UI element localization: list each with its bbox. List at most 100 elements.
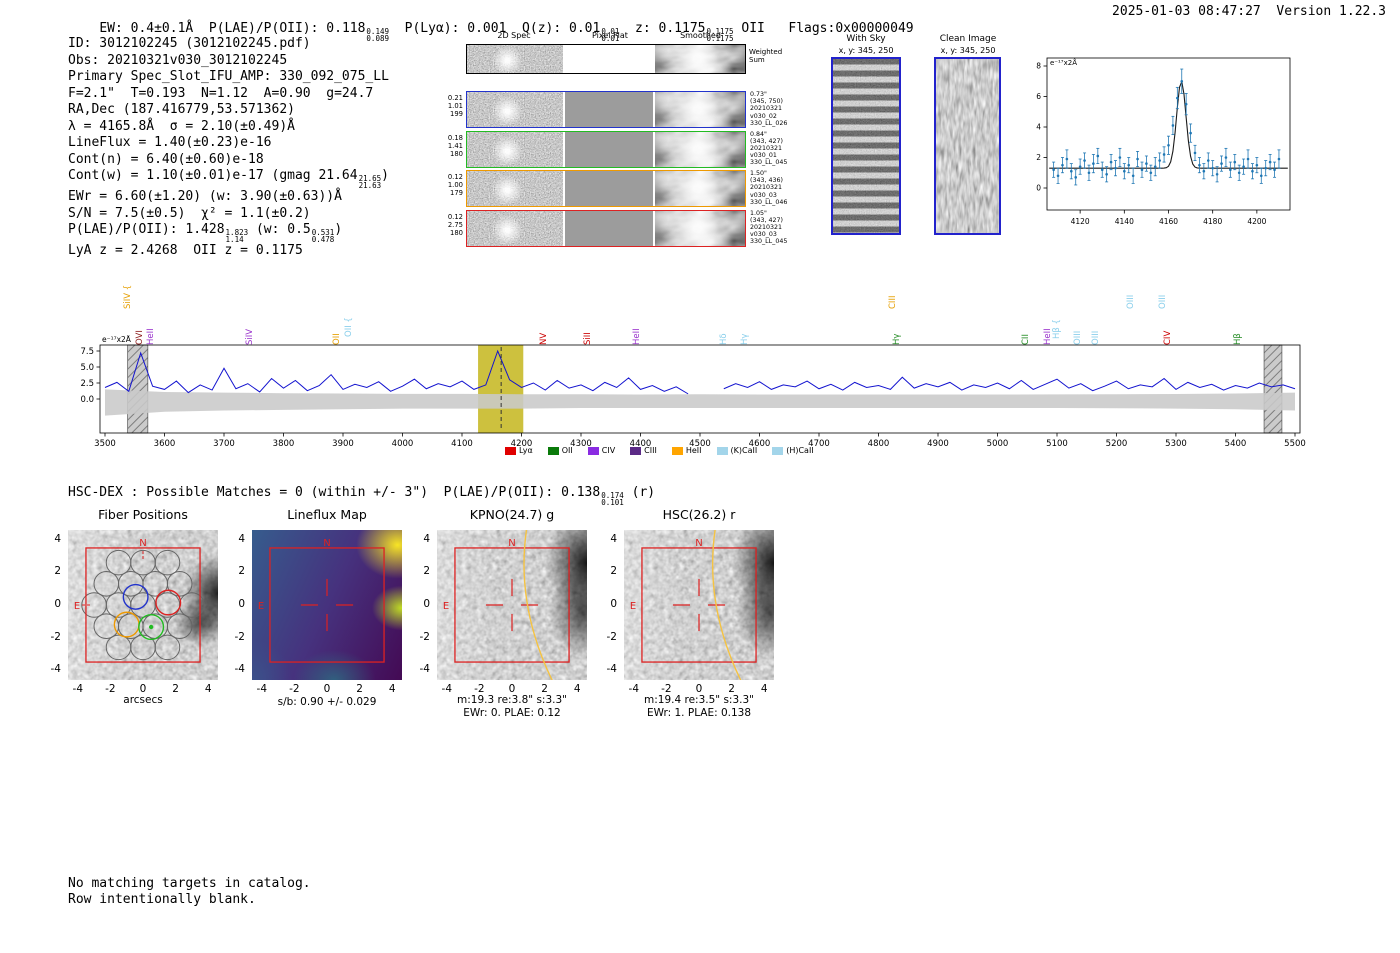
x-tick-label: 4400	[630, 439, 652, 449]
x-tick-label: 4200	[511, 439, 533, 449]
cutout-y-tick-label: 0	[610, 598, 617, 610]
cutout-y-tick-label: -4	[234, 663, 245, 676]
selected-fiber-circle	[155, 589, 182, 616]
fiber-2d-strip	[466, 130, 746, 168]
fiber-smoothed-image	[655, 171, 745, 206]
data-point	[1131, 174, 1135, 178]
fiber-pixel-flat-image	[565, 131, 653, 167]
x-tick-label: 4180	[1203, 217, 1222, 226]
cutout-title-kpno-g: KPNO(24.7) g	[469, 507, 555, 522]
fiber-row: 0.21 1.01 199 0.73" (345, 750) 20210321 v…	[443, 91, 808, 128]
catalog-object-arc	[523, 530, 553, 680]
legend-label: CIV	[601, 446, 616, 455]
cutout-y-tick-label: 4	[423, 532, 430, 545]
legend-label: OII	[561, 446, 573, 455]
cutout-y-tick-label: -2	[606, 630, 617, 643]
legend-swatch	[671, 446, 683, 455]
fiber-row: 0.18 1.41 180 0.84" (343, 427) 20210321 v…	[443, 130, 808, 168]
data-point	[1180, 79, 1184, 83]
cutout-y-tick-label: -4	[606, 663, 617, 676]
y-tick-label: 2	[1036, 153, 1041, 162]
galaxy-dark-region	[437, 530, 587, 680]
fiber-row-info: 0.73" (345, 750) 20210321 v030_02 330_LL…	[750, 91, 788, 127]
data-point	[1251, 169, 1254, 173]
clean-image-title: Clean Image	[939, 34, 997, 44]
plae-uncertainty: 0.149 0.089	[366, 26, 389, 43]
fiber-row-weights: 0.18 1.41 180	[447, 133, 463, 158]
x-tick-label: 5500	[1284, 439, 1306, 449]
with-sky-coords: x, y: 345, 250	[838, 46, 894, 55]
fiber-positions-image	[68, 530, 218, 680]
emission-spot	[655, 131, 745, 167]
info-lineflux: LineFlux = 1.40(±0.23)e-16	[68, 135, 272, 150]
data-point	[1127, 163, 1131, 167]
weighted-2d-spec-image	[467, 45, 563, 73]
cutout-y-tick-label: 0	[238, 598, 245, 610]
fiber-row: 0.12 1.00 179 1.50" (343, 436) 20210321 v…	[443, 170, 808, 207]
north-label: N	[323, 538, 330, 549]
y-tick-label: 0.0	[80, 395, 94, 405]
fiber-circle	[166, 571, 193, 597]
z-uncertainty: 0.1175 0.1175	[706, 26, 734, 43]
lineflux-map-overlay: NE	[258, 538, 385, 663]
data-point	[1052, 168, 1055, 171]
data-point	[1215, 172, 1219, 176]
footer-blank-row: Row intentionally blank.	[68, 892, 256, 907]
legend-item: CIII	[630, 446, 657, 455]
report-version: Version 1.22.3	[1276, 4, 1386, 19]
hsc-r-image	[624, 530, 774, 680]
emission-spot	[655, 171, 745, 206]
east-label: E	[443, 601, 449, 612]
info-radec: RA,Dec (187.416779,53.571362)	[68, 102, 295, 117]
fiber-row-info: 1.50" (343, 436) 20210321 v030_03 330_LL…	[750, 170, 788, 206]
info-cont-n: Cont(n) = 6.40(±0.60)e-18	[68, 151, 264, 167]
east-label: E	[630, 601, 636, 612]
data-point	[1268, 160, 1272, 164]
legend-item: HeII	[671, 446, 702, 455]
x-tick-label: 3600	[154, 439, 176, 449]
fiber-smoothed-image	[655, 131, 745, 167]
cutout-x-tick-label: 4	[388, 683, 396, 695]
fiber-2d-spec-image	[467, 210, 563, 246]
weighted-sum-strip	[466, 44, 746, 74]
data-point	[1206, 159, 1210, 162]
fiber-circle	[93, 571, 120, 597]
data-point	[1087, 171, 1091, 175]
data-point	[1109, 160, 1113, 164]
data-point	[1277, 157, 1281, 161]
data-point	[1184, 102, 1188, 106]
emission-spot	[655, 92, 745, 127]
data-point	[1083, 159, 1086, 162]
legend-swatch	[716, 446, 728, 455]
data-point	[1065, 157, 1069, 161]
edge-masked-band	[127, 344, 149, 434]
header-ew-plae: EW: 0.4±0.1Å P(LAE)/P(OII): 0.118	[99, 20, 366, 36]
emission-spot	[467, 171, 563, 206]
with-sky-image	[831, 57, 901, 235]
spectrum-legend: Lyα OII CIV CIII HeII (K)CaII (H)CaII	[505, 446, 814, 455]
column-header-pixel-flat: Pixel Flat	[592, 31, 628, 40]
data-point	[1100, 168, 1104, 171]
fiber-circle	[130, 549, 156, 576]
selected-fiber-circle	[122, 583, 149, 610]
cutout-y-tick-label: 4	[238, 532, 245, 545]
fiber-row-info: 0.84" (343, 427) 20210321 v030_01 330_LL…	[750, 130, 788, 167]
fiber-circle	[179, 592, 205, 618]
data-point	[1162, 153, 1166, 156]
x-tick-label: 4120	[1071, 217, 1090, 226]
legend-label: HeII	[685, 446, 702, 455]
timestamp-version: 2025-01-03 08:47:27 Version 1.22.3	[1112, 4, 1386, 21]
fiber-2d-strip	[466, 209, 746, 247]
fiber-circle	[154, 549, 181, 576]
info-plae-poii: P(LAE)/P(OII): 1.428 1.823 1.14 (w: 0.5 0.5…	[68, 222, 343, 244]
legend-swatch	[547, 446, 559, 455]
east-label: E	[258, 601, 264, 612]
y-tick-label: 5.0	[80, 363, 94, 373]
data-point	[1229, 168, 1232, 171]
x-tick-label: 4600	[749, 439, 771, 449]
clean-image	[934, 57, 1001, 235]
legend-item: Lyα	[505, 446, 533, 455]
data-point	[1092, 162, 1095, 165]
gmag-uncertainty: 21.65 21.63	[358, 174, 382, 190]
info-seeing: F=2.1" T=0.193 N=1.12 A=0.90 g=24.7	[68, 85, 374, 101]
